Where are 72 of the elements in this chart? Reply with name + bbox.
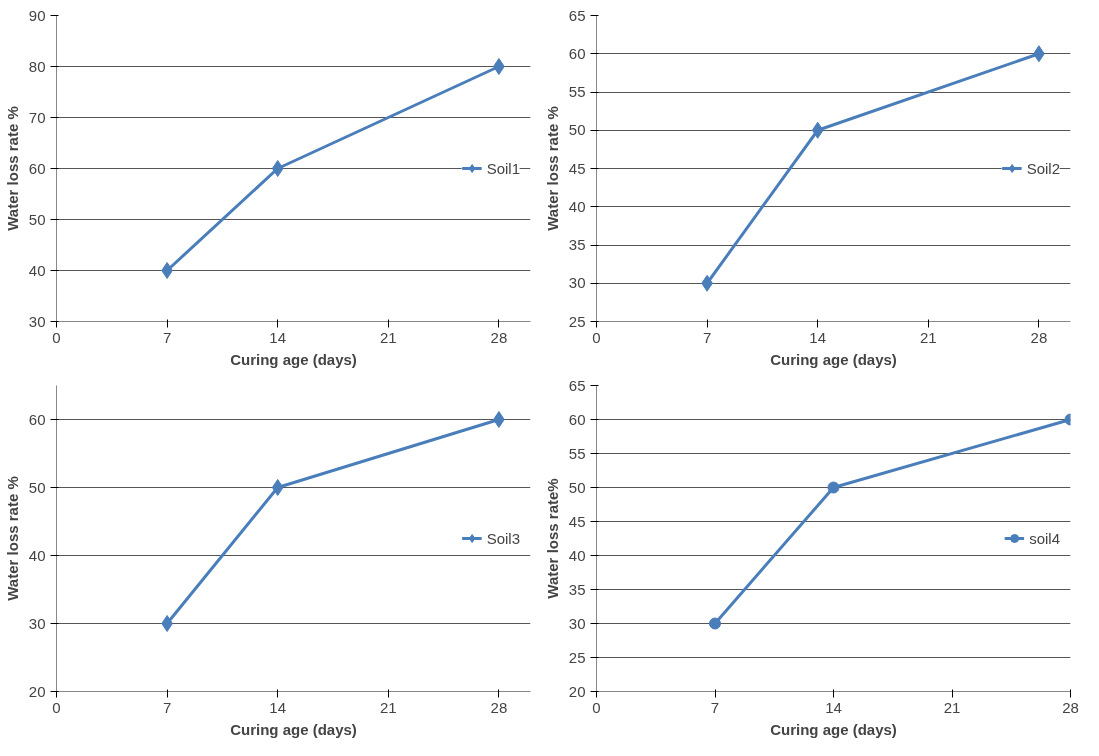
x-tick-label: 14: [269, 698, 287, 716]
x-tick-label: 7: [702, 328, 712, 346]
x-tick-label: 21: [943, 698, 961, 716]
x-tick-label: 0: [592, 328, 601, 346]
y-tick-label: 60: [568, 44, 586, 62]
point: [493, 411, 505, 428]
y-tick-label: 55: [568, 444, 586, 462]
y-tick-label: 55: [568, 83, 586, 100]
y-tick-label: 40: [28, 546, 46, 564]
point: [271, 479, 284, 496]
x-axis-title: Curing age (days): [770, 720, 897, 738]
x-tick-label: 28: [1062, 698, 1079, 716]
y-tick-label: 25: [568, 312, 586, 330]
point: [161, 615, 173, 632]
x-axis-title: Curing age (days): [230, 350, 357, 368]
point: [827, 481, 840, 494]
y-tick-label: 50: [28, 210, 46, 228]
x-tick-label: 0: [52, 698, 61, 716]
y-tick-label: 30: [28, 614, 46, 632]
y-tick-label: 30: [28, 312, 46, 330]
x-tick-label: 21: [919, 328, 937, 346]
point: [161, 262, 173, 279]
y-tick-label: 65: [568, 6, 586, 24]
point: [811, 121, 824, 139]
y-axis-title: Water loss rate %: [3, 106, 21, 231]
x-tick-label: 21: [379, 698, 397, 716]
y-tick-label: 35: [568, 580, 586, 598]
y-tick-label: 40: [28, 261, 46, 279]
y-tick-label: 20: [28, 682, 46, 700]
x-tick-label: 7: [710, 698, 720, 716]
x-axis-title: Curing age (days): [230, 720, 357, 738]
y-axis-title: Water loss rate %: [3, 476, 21, 601]
legend-label: Soil2: [1026, 159, 1060, 177]
y-tick-label: 65: [568, 376, 586, 394]
y-tick-label: 80: [28, 57, 46, 75]
y-tick-label: 25: [568, 648, 586, 666]
y-tick-label: 70: [28, 108, 46, 126]
point: [271, 160, 284, 177]
x-tick-label: 0: [52, 328, 61, 346]
x-tick-label: 14: [269, 328, 287, 346]
y-tick-label: 30: [568, 614, 586, 632]
y-tick-label: 60: [28, 410, 46, 428]
point: [493, 58, 505, 75]
y-tick-label: 45: [568, 159, 586, 177]
y-tick-label: 50: [568, 121, 586, 139]
y-tick-label: 35: [568, 236, 586, 253]
y-tick-label: 50: [28, 478, 46, 496]
y-tick-label: 60: [568, 410, 586, 428]
x-tick-label: 7: [162, 698, 172, 716]
y-tick-label: 45: [568, 512, 586, 530]
y-axis-title: Water loss rate %: [543, 106, 561, 231]
legend-label: Soil3: [486, 529, 520, 547]
y-tick-label: 40: [568, 546, 586, 564]
legend-label: soil4: [1029, 529, 1060, 547]
legend-label: Soil1: [486, 159, 520, 177]
x-tick-label: 28: [490, 328, 508, 346]
y-tick-label: 90: [28, 6, 46, 24]
y-tick-label: 40: [568, 197, 586, 215]
x-tick-label: 14: [825, 698, 842, 716]
y-tick-label: 30: [568, 274, 586, 292]
y-tick-label: 20: [568, 682, 586, 700]
x-tick-label: 7: [162, 328, 172, 346]
x-tick-label: 14: [809, 328, 827, 346]
y-tick-label: 50: [568, 478, 586, 496]
y-axis-title: Water loss rate%: [543, 478, 561, 599]
x-tick-label: 21: [379, 328, 397, 346]
point: [709, 617, 721, 630]
x-tick-label: 28: [490, 698, 508, 716]
y-tick-label: 60: [28, 159, 46, 177]
x-axis-title: Curing age (days): [770, 350, 897, 368]
x-tick-label: 28: [1030, 328, 1048, 346]
x-tick-label: 0: [592, 698, 601, 716]
